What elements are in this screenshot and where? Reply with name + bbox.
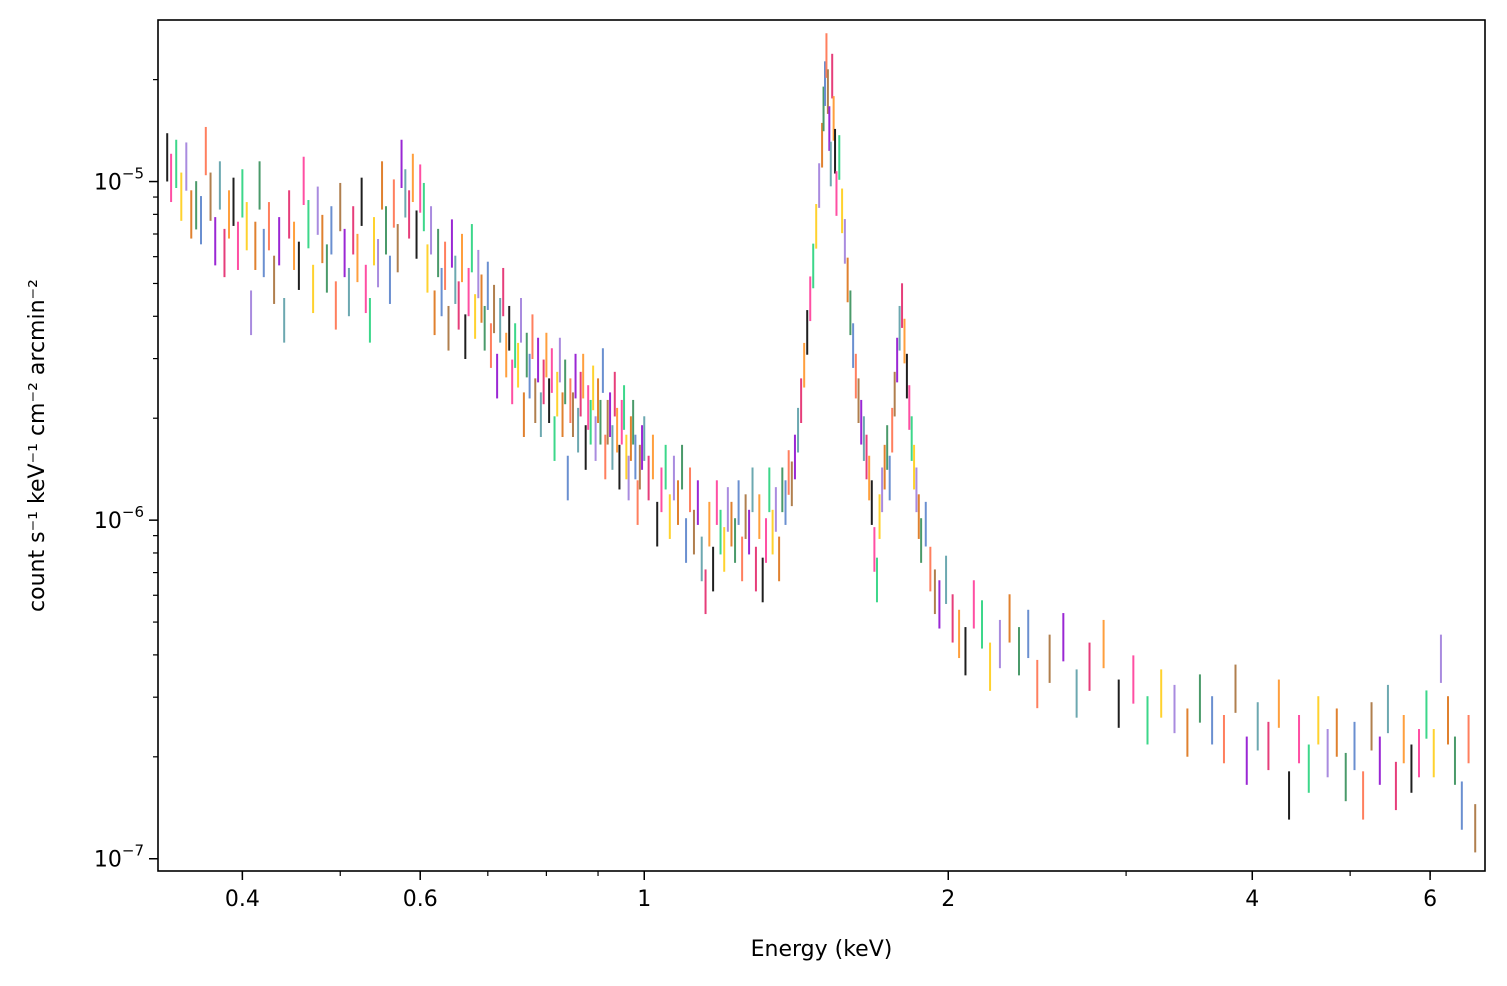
y-tick-label: 10−6 bbox=[94, 503, 144, 534]
x-axis-label: Energy (keV) bbox=[751, 937, 893, 962]
axes-layer: 0.4 0.6 1 2 4 6 10−7 10−6 10−5 bbox=[94, 79, 1437, 912]
x-tick-label: 6 bbox=[1423, 887, 1437, 912]
x-tick-label: 0.4 bbox=[225, 887, 260, 912]
y-tick-label: 10−7 bbox=[94, 842, 144, 873]
y-axis-label: count s⁻¹ keV⁻¹ cm⁻² arcmin⁻² bbox=[25, 279, 50, 612]
x-tick-label: 1 bbox=[637, 887, 651, 912]
plot-frame bbox=[157, 19, 1486, 872]
errorbar-layer bbox=[166, 33, 1477, 853]
x-tick-label: 4 bbox=[1245, 887, 1259, 912]
x-tick-label: 0.6 bbox=[403, 887, 438, 912]
y-tick-label: 10−5 bbox=[94, 165, 144, 196]
x-tick-label: 2 bbox=[941, 887, 955, 912]
